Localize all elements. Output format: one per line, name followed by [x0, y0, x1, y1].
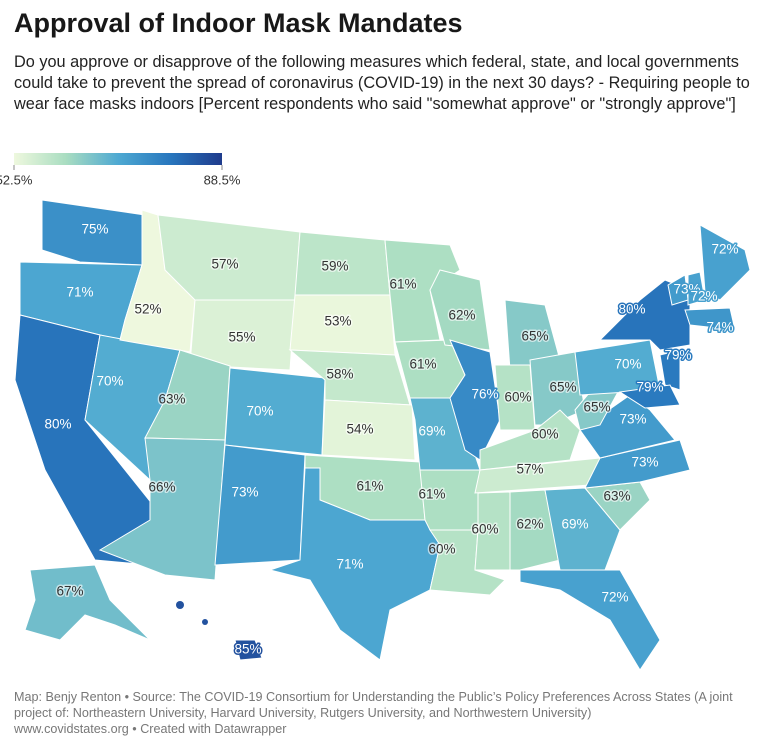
state-label: 66% [148, 480, 175, 495]
subtitle: Do you approve or disapprove of the foll… [14, 53, 750, 113]
state-label: 61% [389, 277, 416, 292]
state [189, 299, 296, 371]
island [176, 601, 184, 609]
state-label: 57% [211, 257, 238, 272]
state-label: 72% [601, 590, 628, 605]
state-label: 60% [471, 522, 498, 537]
state-label: 73% [673, 282, 700, 297]
state-label: 60% [504, 390, 531, 405]
state [449, 339, 501, 461]
state-label: 69% [561, 517, 588, 532]
state-label: 58% [326, 367, 353, 382]
state-label: 63% [158, 392, 185, 407]
state [659, 349, 681, 391]
state-label: 72% [711, 242, 738, 257]
state [234, 639, 263, 661]
state-label: 71% [336, 557, 363, 572]
footer-credit: www.covidstates.org • Created with Dataw… [14, 722, 287, 736]
state-label: 85% [234, 642, 261, 657]
state [509, 489, 561, 571]
state-label: 60% [428, 542, 455, 557]
state-label: 79% [664, 348, 691, 363]
state-label: 55% [228, 330, 255, 345]
state-label: 59% [321, 259, 348, 274]
state [41, 199, 146, 266]
title: Approval of Indoor Mask Mandates [14, 8, 463, 38]
state-label: 67% [56, 584, 83, 599]
state-label: 53% [324, 314, 351, 329]
state-label: 70% [246, 404, 273, 419]
state [474, 491, 511, 571]
state [544, 487, 621, 571]
state [384, 239, 461, 343]
state-label: 73% [631, 455, 658, 470]
footer-source: Map: Benjy Renton • Source: The COVID-19… [14, 690, 733, 720]
state [699, 224, 751, 301]
state-label: 80% [44, 417, 71, 432]
state [618, 384, 681, 409]
state-label: 52% [134, 302, 161, 317]
state [519, 569, 661, 671]
state-label: 79% [636, 380, 663, 395]
state-label: 65% [583, 400, 610, 415]
state [684, 307, 736, 331]
state-label: 61% [356, 479, 383, 494]
state-label: 65% [521, 329, 548, 344]
state-label: 57% [516, 462, 543, 477]
state-label: 72% [690, 289, 717, 304]
island [202, 619, 208, 625]
state-label: 70% [96, 374, 123, 389]
state-label: 73% [619, 412, 646, 427]
state [321, 399, 416, 461]
state [584, 439, 691, 489]
state-label: 60% [531, 427, 558, 442]
legend-tick-label: 52.5% [0, 172, 33, 187]
state [224, 367, 326, 456]
state [214, 444, 306, 566]
state-label: 76% [471, 387, 498, 402]
legend-scale [14, 153, 222, 165]
state-label: 62% [516, 517, 543, 532]
state-label: 62% [448, 308, 475, 323]
state-label: 63% [603, 489, 630, 504]
state-label: 74% [706, 320, 733, 335]
legend-tick-label: 88.5% [204, 172, 241, 187]
state-label: 75% [81, 222, 108, 237]
state-label: 61% [409, 357, 436, 372]
state [268, 467, 441, 661]
state [24, 564, 151, 641]
state [579, 394, 676, 459]
state-label: 70% [614, 357, 641, 372]
state-label: 54% [346, 422, 373, 437]
state-label: 65% [549, 380, 576, 395]
state-label: 69% [418, 424, 445, 439]
state-label: 80% [618, 302, 645, 317]
state-label: 61% [418, 487, 445, 502]
state-label: 71% [66, 285, 93, 300]
state [687, 271, 706, 306]
footer: Map: Benjy Renton • Source: The COVID-19… [14, 689, 759, 737]
state-label: 73% [231, 485, 258, 500]
